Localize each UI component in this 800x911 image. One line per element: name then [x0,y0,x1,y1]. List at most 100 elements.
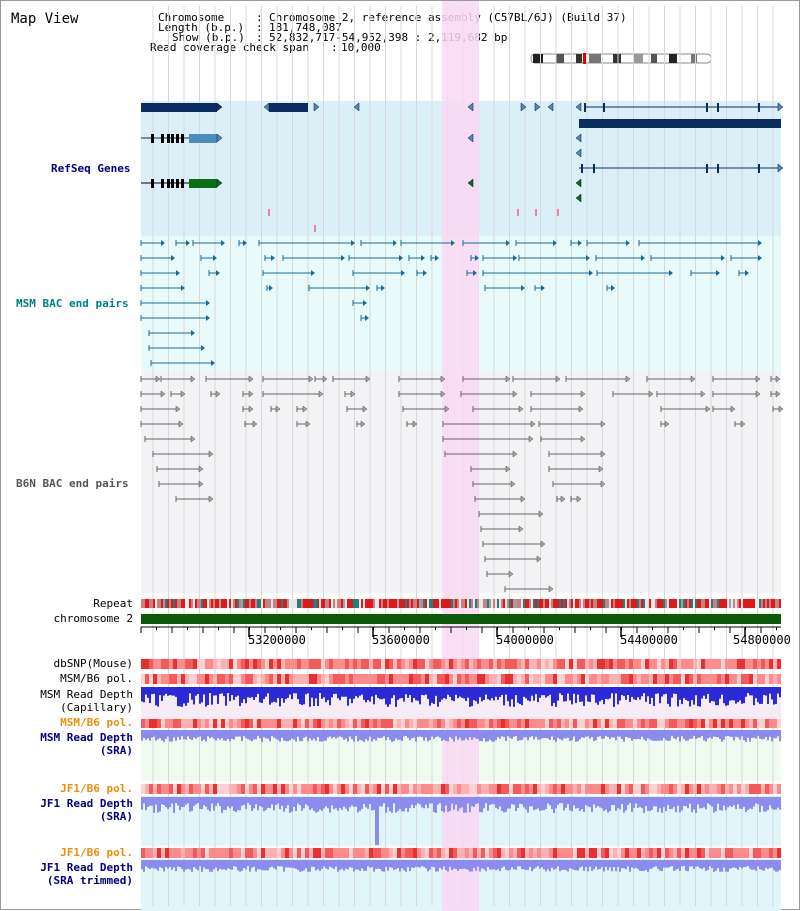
jf1-pol2-cell [701,848,705,858]
track-label-msm-depth-capillary[interactable]: MSM Read Depth [40,688,133,701]
bac-end-arrow [322,375,328,383]
repeat-element [223,599,225,608]
jf1-pol2-cell [601,848,605,858]
msm-pol-cell [497,674,501,684]
repeat-element [177,599,179,608]
dbsnp-cell [349,659,353,669]
repeat-element [327,599,329,608]
jf1-sra-depth-bar [299,797,301,806]
jf1-pol-cell [241,784,245,794]
jf1-sra-depth-bar [443,797,445,813]
track-label-jf1-depth-trimmed-sub: (SRA trimmed) [46,874,133,887]
track-label-jf1-b6-pol-2[interactable]: JF1/B6 pol. [60,846,133,859]
msm-pol2-cell [401,718,405,728]
jf1-pol2-cell [345,848,349,858]
chromosome-ideogram[interactable] [530,53,712,64]
repeat-element [525,599,527,608]
track-label-repeat[interactable]: Repeat [93,597,133,610]
msm-pol2-cell [317,718,321,728]
jf1-trim-depth-bar [727,860,729,872]
selection-highlight[interactable] [442,1,479,911]
jf1-sra-depth-bar [193,797,195,806]
bac-end-arrow [190,435,196,443]
msm-pol2-cell [141,718,145,728]
track-label-msm-b6-pol-1[interactable]: MSM/B6 pol. [60,672,133,685]
jf1-sra-depth-bar [427,797,429,809]
jf1-sra-depth-bar [163,797,165,806]
jf1-trim-depth-bar [301,860,303,872]
jf1-sra-depth-bar [717,797,719,804]
dbsnp-cell [449,659,453,669]
capillary-depth-bar [461,687,463,698]
capillary-depth-bar [147,687,149,698]
track-label-msm-b6-pol-2[interactable]: MSM/B6 pol. [60,716,133,729]
jf1-pol-cell [169,784,173,794]
msm-sra-depth-bar [595,730,597,741]
jf1-sra-depth-bar [359,797,361,811]
jf1-pol2-cell [285,848,289,858]
strand-arrow [575,133,582,143]
jf1-trim-depth-bar [631,860,633,868]
jf1-pol2-cell [301,848,305,858]
repeat-element [401,599,403,608]
capillary-depth-bar [255,687,257,698]
msm-pol-cell [569,674,573,684]
track-label-jf1-depth-sra[interactable]: JF1 Read Depth [40,797,133,810]
bac-end-arrow [351,240,355,246]
msm-sra-depth-bar [729,730,731,737]
track-label-chromosome[interactable]: chromosome 2 [53,612,133,625]
jf1-trim-depth-bar [285,860,287,868]
jf1-pol2-cell [433,848,437,858]
track-label-msm-bac[interactable]: MSM BAC end pairs [16,297,129,310]
capillary-depth-bar [341,687,343,697]
jf1-sra-depth-bar [749,797,751,809]
jf1-trim-depth-bar [697,860,699,867]
jf1-sra-depth-bar [197,797,199,804]
jf1-pol2-cell [773,848,777,858]
jf1-trim-depth-bar [313,860,315,867]
msm-sra-depth-bar [663,730,665,738]
msm-pol-cell [717,674,721,684]
track-label-jf1-depth-trimmed[interactable]: JF1 Read Depth [40,861,133,874]
refseq-gene-features[interactable] [141,102,784,232]
track-label-refseq[interactable]: RefSeq Genes [51,162,131,175]
repeat-element [671,599,673,608]
msm-pol-cell [509,674,513,684]
msm-sra-depth-bar [655,730,657,741]
track-label-jf1-b6-pol-1[interactable]: JF1/B6 pol. [60,782,133,795]
track-label-b6n-bac[interactable]: B6N BAC end pairs [16,477,129,490]
jf1-trim-depth-bar [145,860,147,867]
msm-sra-depth-bar [453,730,455,742]
track-label-msm-depth-sra[interactable]: MSM Read Depth [40,731,133,744]
msm-sra-depth-bar [509,730,511,738]
repeat-element [561,599,563,608]
repeat-element [661,599,663,608]
dbsnp-cell [653,659,657,669]
jf1-sra-depth-bar [227,797,229,807]
capillary-depth-bar [769,687,771,694]
jf1-trim-depth-bar [773,860,775,871]
msm-pol-cell [501,674,505,684]
msm-sra-depth-bar [143,730,145,739]
jf1-trim-depth-bar [753,860,755,870]
msm-pol2-cell [285,718,289,728]
repeat-element [685,599,687,608]
bac-end-arrow [302,405,308,413]
strand-arrow [353,102,360,112]
msm-sra-depth-bar [265,730,267,739]
jf1-trim-depth-bar [255,860,257,872]
dbsnp-cell [413,659,417,669]
msm-pol2-cell [469,718,473,728]
jf1-sra-depth-bar [403,797,405,812]
jf1-trim-depth-bar [655,860,657,867]
msm-sra-depth-bar [461,730,463,741]
jf1-sra-depth-bar [431,797,433,804]
msm-sra-depth-bar [659,730,661,741]
b6n-bac-features[interactable] [140,375,784,593]
jf1-trim-depth-bar [707,860,709,870]
track-label-dbsnp[interactable]: dbSNP(Mouse) [53,657,133,670]
msm-bac-features[interactable] [140,240,762,366]
jf1-pol-cell [565,784,569,794]
dbsnp-cell [681,659,685,669]
jf1-trim-depth-bar [641,860,643,872]
